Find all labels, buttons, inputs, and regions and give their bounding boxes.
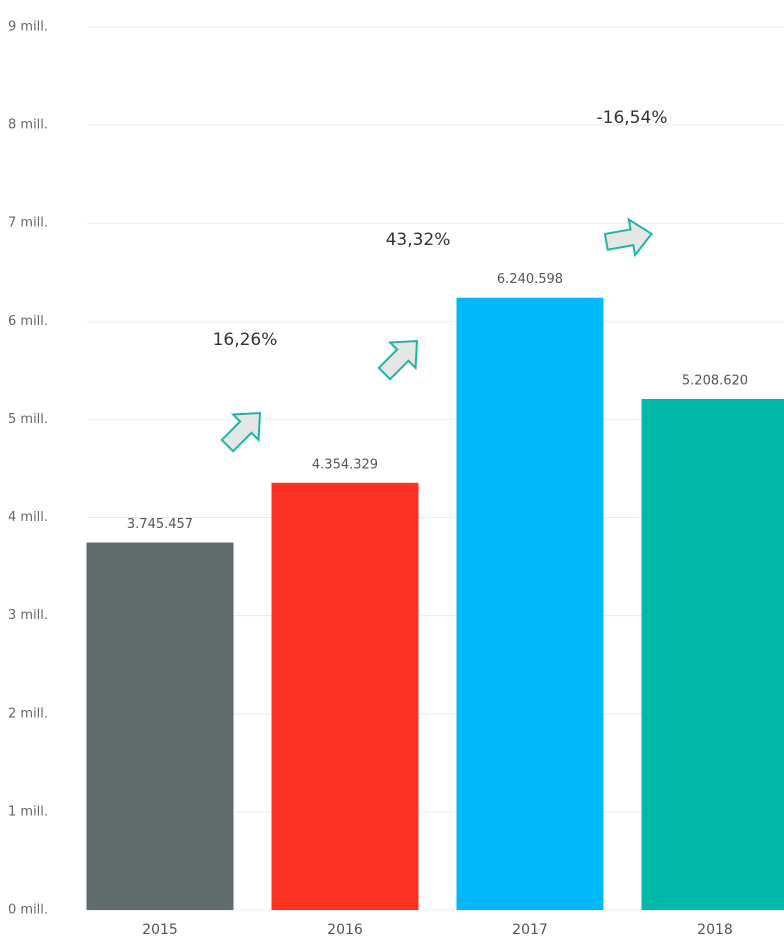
- data-label: 4.354.329: [312, 457, 378, 472]
- annotation: -16,54%: [597, 108, 668, 128]
- bar: [641, 398, 784, 910]
- x-tick-label: 2017: [512, 922, 548, 938]
- y-tick-label: 5 mill.: [8, 412, 48, 427]
- y-tick-label: 6 mill.: [8, 314, 48, 329]
- y-tick-label: 4 mill.: [8, 510, 48, 525]
- change-arrow: [377, 339, 419, 381]
- x-tick-label: 2016: [327, 922, 363, 938]
- annotation: 43,32%: [386, 230, 451, 250]
- data-label: 5.208.620: [682, 373, 748, 388]
- data-label: 3.745.457: [127, 517, 193, 532]
- data-label: 6.240.598: [497, 272, 563, 287]
- x-tick-label: 2018: [697, 922, 733, 938]
- change-arrow: [220, 411, 262, 453]
- y-tick-label: 7 mill.: [8, 216, 48, 231]
- x-tick-label: 2015: [142, 922, 178, 938]
- bar: [86, 542, 234, 910]
- change-arrow: [603, 217, 654, 258]
- y-tick-label: 0 mill.: [8, 903, 48, 918]
- y-tick-label: 9 mill.: [8, 20, 48, 35]
- bar: [271, 482, 419, 910]
- bar: [456, 297, 604, 910]
- y-tick-label: 1 mill.: [8, 804, 48, 819]
- y-tick-label: 3 mill.: [8, 608, 48, 623]
- annotation: 16,26%: [213, 330, 278, 350]
- y-tick-label: 8 mill.: [8, 118, 48, 133]
- y-tick-label: 2 mill.: [8, 706, 48, 721]
